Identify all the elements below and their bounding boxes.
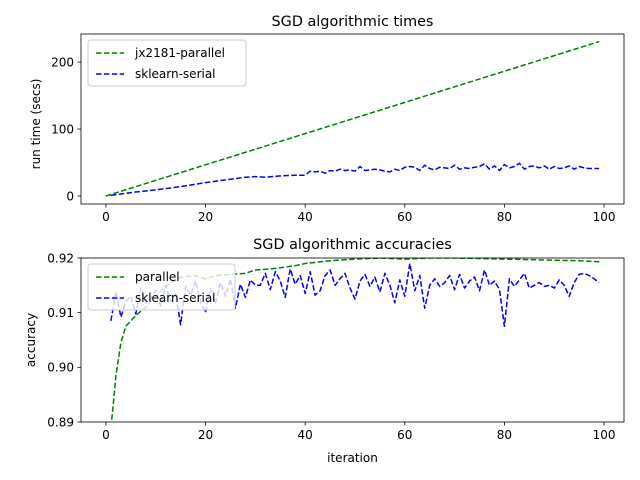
y-axis-label: run time (secs): [29, 79, 43, 170]
x-tick-label: 40: [298, 428, 313, 442]
legend-label-parallel: parallel: [135, 270, 180, 284]
x-tick-label: 20: [198, 210, 213, 224]
x-tick-label: 0: [102, 210, 110, 224]
y-tick-label: 0: [66, 189, 74, 203]
x-tick-label: 0: [102, 428, 110, 442]
axis-ticks-times: 0 20 40 60 80 100 0 100 200: [51, 55, 615, 224]
y-tick-label: 0.92: [47, 251, 74, 265]
x-tick-label: 80: [497, 210, 512, 224]
y-axis-label: accuracy: [24, 313, 38, 367]
y-tick-label: 0.91: [47, 306, 74, 320]
legend-label-serial: sklearn-serial: [135, 291, 216, 305]
y-axis-label-times: run time (secs): [29, 79, 43, 170]
legend-label-serial: sklearn-serial: [135, 67, 216, 81]
x-tick-label: 40: [298, 210, 313, 224]
legend-box: [87, 263, 236, 311]
x-tick-label: 100: [593, 428, 616, 442]
x-tick-label: 60: [397, 428, 412, 442]
x-tick-label: 20: [198, 428, 213, 442]
y-tick-label: 0.90: [47, 361, 74, 375]
chart-run-times: SGD algorithmic times run time (secs) 0 2…: [29, 14, 625, 224]
x-tick-label: 100: [593, 210, 616, 224]
y-tick-label: 0.89: [47, 415, 74, 429]
legend-box: [87, 39, 247, 87]
x-tick-label: 60: [397, 210, 412, 224]
legend-accuracies: parallel sklearn-serial: [87, 263, 236, 311]
plot-frame-accuracies: [80, 257, 625, 423]
y-tick-label: 200: [51, 55, 74, 69]
series-line-sklearn-serial: [110, 162, 600, 197]
chart-title-times: SGD algorithmic times: [272, 14, 434, 30]
series-line-jx2181-parallel: [105, 40, 600, 197]
chart-title-accuracies: SGD algorithmic accuracies: [253, 237, 452, 253]
series-group-times: [105, 40, 600, 197]
legend-times: jx2181-parallel sklearn-serial: [87, 39, 247, 87]
legend-label-parallel: jx2181-parallel: [134, 46, 225, 60]
y-tick-label: 100: [51, 122, 74, 136]
chart-accuracies: SGD algorithmic accuracies accuracy iter…: [24, 237, 625, 465]
axis-ticks-accuracies: 0 20 40 60 80 100 0.89 0.90 0.91 0.92: [47, 251, 615, 442]
y-axis-label-accuracies: accuracy: [24, 313, 38, 367]
plot-frame-times: [80, 33, 625, 205]
x-tick-label: 80: [497, 428, 512, 442]
x-axis-label: iteration: [327, 451, 378, 465]
